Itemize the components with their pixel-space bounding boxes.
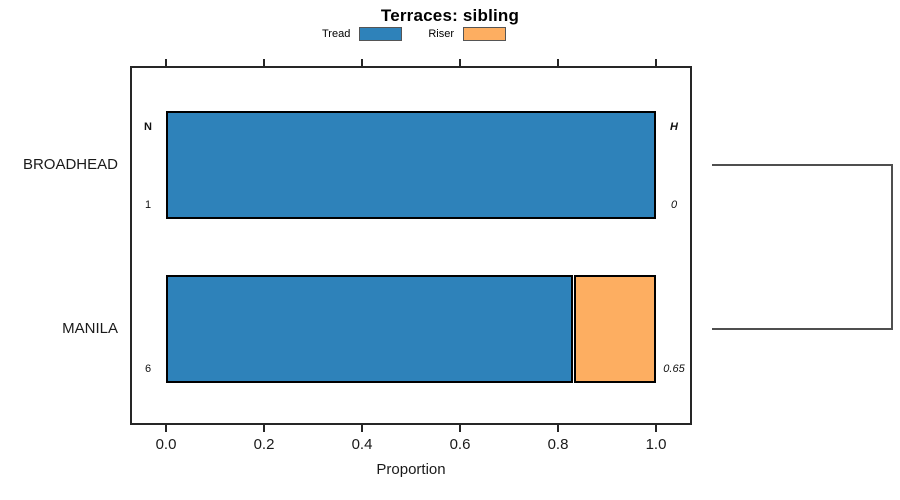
x-tick-top — [459, 59, 461, 66]
x-tick-label: 0.8 — [547, 436, 569, 453]
annot-left-header: N — [144, 121, 152, 133]
x-tick-bottom — [263, 425, 265, 432]
x-tick-label: 0.4 — [351, 436, 373, 453]
x-tick-bottom — [361, 425, 363, 432]
legend-label: Riser — [428, 28, 454, 40]
annot-right-header: H — [670, 121, 678, 133]
legend: Tread Riser — [322, 27, 506, 41]
category-label: BROADHEAD — [22, 156, 118, 173]
x-tick-top — [655, 59, 657, 66]
dendrogram-join — [891, 164, 893, 330]
x-tick-top — [361, 59, 363, 66]
legend-swatch — [463, 27, 506, 41]
bar-segment-riser — [573, 275, 656, 383]
x-tick-bottom — [459, 425, 461, 432]
legend-label: Tread — [322, 28, 351, 40]
legend-item: Riser — [428, 27, 506, 41]
bar-segment-tread — [166, 111, 656, 219]
x-tick-bottom — [165, 425, 167, 432]
x-tick-label: 0.6 — [449, 436, 471, 453]
chart-title: Terraces: sibling — [380, 6, 520, 25]
bar-segment-tread — [166, 275, 573, 383]
dendrogram-branch-bottom — [712, 328, 893, 330]
annot-left-value: 1 — [144, 199, 152, 211]
x-tick-bottom — [557, 425, 559, 432]
x-tick-label: 0.0 — [155, 436, 177, 453]
category-label: MANILA — [62, 320, 118, 337]
dendrogram-branch-top — [712, 164, 893, 166]
annot-right-value: 0.65 — [663, 363, 685, 375]
annot-left-value: 6 — [144, 363, 152, 375]
x-tick-top — [557, 59, 559, 66]
annot-right-value: 0 — [670, 199, 678, 211]
legend-item: Tread — [322, 27, 403, 41]
x-tick-label: 0.2 — [253, 436, 275, 453]
x-tick-label: 1.0 — [645, 436, 667, 453]
x-tick-top — [165, 59, 167, 66]
x-tick-bottom — [655, 425, 657, 432]
x-tick-top — [263, 59, 265, 66]
x-axis-title: Proportion — [376, 461, 446, 478]
legend-swatch — [359, 27, 403, 41]
